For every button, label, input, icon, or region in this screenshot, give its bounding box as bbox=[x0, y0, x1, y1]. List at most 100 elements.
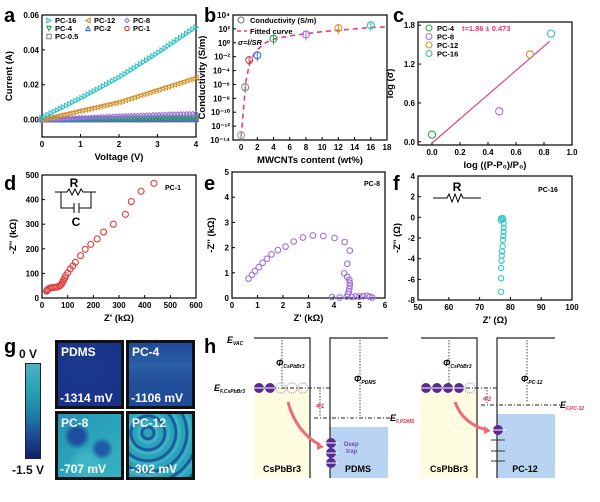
data-point bbox=[106, 115, 113, 123]
data-point bbox=[143, 57, 151, 64]
electron-empty bbox=[464, 382, 476, 394]
legend-label: PC-4 bbox=[55, 24, 73, 33]
data-point bbox=[128, 115, 135, 122]
data-point bbox=[140, 59, 148, 66]
electron-empty bbox=[286, 382, 298, 394]
legend-marker bbox=[237, 16, 245, 24]
y-tick-label: 400 bbox=[26, 196, 40, 205]
y-axis-label: log (σ) bbox=[385, 69, 396, 99]
data-point bbox=[248, 271, 256, 279]
panel-label-b: b bbox=[204, 5, 216, 27]
capacitor-label: C bbox=[72, 215, 81, 229]
x-axis-label: MWCNTs content (wt%) bbox=[257, 155, 363, 166]
chart-panel-b: 0 2 4 6 8 10 12 14 16 18 10⁻¹⁴ 10⁻¹² 10⁻¹⁰ 10⁻⁸ 10⁻⁶ 10… bbox=[197, 11, 392, 166]
data-point bbox=[165, 42, 172, 50]
phi-cspbbr3-label: ΦCsPbBr3 bbox=[443, 358, 472, 370]
y-tick-label: 0.0 bbox=[404, 138, 416, 147]
x-tick-label: 2 bbox=[117, 140, 122, 149]
legend-label: PC-8 bbox=[437, 33, 454, 42]
data-point bbox=[498, 252, 505, 259]
x-tick-label: 1 bbox=[255, 301, 260, 310]
y-tick-label: 0.02 bbox=[23, 81, 39, 90]
data-point bbox=[184, 30, 191, 37]
data-point bbox=[341, 238, 349, 246]
y-tick-label: 10⁻¹² bbox=[212, 122, 231, 131]
x-tick-label: 70 bbox=[475, 303, 484, 312]
data-point bbox=[152, 115, 160, 122]
y-tick-label: 0 bbox=[35, 294, 40, 303]
data-point bbox=[498, 288, 505, 295]
data-point bbox=[82, 93, 89, 100]
data-point bbox=[79, 94, 86, 101]
data-point bbox=[150, 53, 157, 60]
kpfm-map-pc-4: PC-4 -1106 mV bbox=[126, 340, 195, 409]
y-axis-label: Current (A) bbox=[4, 51, 15, 101]
transfer-arrowhead bbox=[484, 426, 491, 434]
y-tick-label: 10⁻¹⁰ bbox=[211, 108, 231, 117]
panel-label-f: f bbox=[393, 173, 400, 195]
chart-panel-c: 0.0 0.2 0.4 0.6 0.8 1.0 0.0 0.6 1.2 1.8 log (σ) log… bbox=[385, 21, 578, 171]
x-tick-label: 0.0 bbox=[426, 148, 438, 157]
x-axis-label: Z' (kΩ) bbox=[104, 313, 134, 324]
transfer-arrowhead bbox=[317, 442, 324, 450]
data-point bbox=[237, 131, 246, 140]
y-tick-label: 4 bbox=[225, 193, 230, 202]
legend-marker bbox=[425, 24, 433, 32]
y-tick-label: 1 bbox=[225, 269, 230, 278]
band-diagram-pc12: ΦCsPbBr3 ΦPC-12 Φ2 CsPbBr3 PC-12 bbox=[421, 337, 561, 478]
x-tick-label: 6 bbox=[288, 143, 293, 152]
data-point bbox=[45, 111, 52, 118]
data-point bbox=[48, 110, 55, 117]
data-point bbox=[116, 74, 123, 81]
data-point bbox=[131, 64, 138, 72]
data-point bbox=[100, 115, 107, 123]
chart-panel-f: 50 60 70 80 90 100 -8 -6 -4 -2 0 2 4 Z' (Ω) -Z'' (Ω) PC… bbox=[392, 172, 579, 326]
x-tick-label: 0 bbox=[40, 301, 45, 310]
data-point bbox=[500, 224, 507, 231]
data-point bbox=[336, 294, 343, 301]
data-point bbox=[137, 187, 145, 195]
x-tick-label: 0.4 bbox=[482, 148, 494, 157]
series-pc-12 bbox=[38, 74, 199, 123]
data-point bbox=[193, 110, 199, 117]
x-tick-label: 0.2 bbox=[454, 148, 466, 157]
x-tick-label: 0.8 bbox=[538, 148, 550, 157]
y-tick-label: 10⁻⁸ bbox=[213, 94, 230, 103]
data-point bbox=[497, 217, 505, 224]
data-point bbox=[255, 263, 263, 271]
data-point bbox=[121, 210, 129, 218]
y-tick-label: 10⁻⁴ bbox=[213, 67, 230, 76]
legend-label: PC-12 bbox=[437, 41, 458, 50]
y-tick-label: -4 bbox=[408, 255, 416, 264]
data-point bbox=[301, 30, 310, 39]
data-point bbox=[128, 66, 135, 74]
data-point bbox=[498, 264, 505, 272]
annotation: t=1.86 ± 0.473 bbox=[462, 24, 511, 33]
x-tick-label: 500 bbox=[164, 301, 178, 310]
data-point bbox=[76, 252, 85, 260]
x-tick-label: 60 bbox=[444, 303, 453, 312]
legend-label: PC-2 bbox=[94, 24, 111, 33]
x-tick-label: 10 bbox=[318, 143, 327, 152]
data-point bbox=[159, 47, 166, 54]
data-point bbox=[155, 115, 163, 122]
x-tick-label: 300 bbox=[112, 301, 126, 310]
y-tick-label: 100 bbox=[26, 269, 40, 278]
panel-label-h: h bbox=[204, 336, 216, 358]
dielectric-boundary bbox=[329, 337, 388, 478]
y-axis-label: Conductivity (S/m) bbox=[197, 36, 208, 120]
kpfm-map-potential: -1106 mV bbox=[131, 391, 184, 405]
legend-marker bbox=[84, 25, 92, 32]
pdms-block bbox=[330, 427, 388, 478]
data-point bbox=[319, 232, 327, 240]
y-tick-label: 5 bbox=[225, 168, 230, 177]
data-point bbox=[259, 259, 266, 267]
data-point bbox=[165, 115, 172, 122]
ef-pdms-label: EF,PDMS bbox=[390, 413, 415, 425]
x-tick-label: 0 bbox=[40, 140, 45, 149]
resistor-symbol bbox=[55, 187, 96, 197]
x-axis-label: Z' (Ω) bbox=[483, 315, 508, 326]
data-point bbox=[193, 24, 200, 31]
sample-label: PC-1 bbox=[165, 185, 181, 192]
